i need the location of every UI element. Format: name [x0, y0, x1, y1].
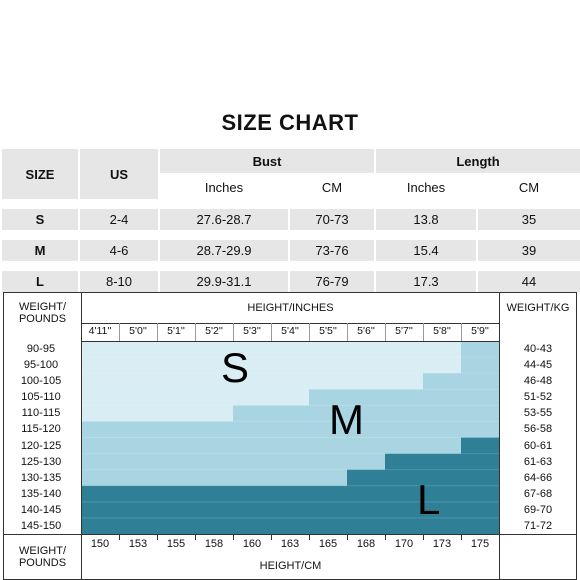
- weight-pounds-tick: 125-130: [20, 455, 62, 468]
- zone-label-l: L: [417, 476, 441, 523]
- weight-pounds-tick: 110-115: [21, 407, 61, 420]
- weight-pounds-tick: 90-95: [26, 343, 56, 355]
- weight-pounds-tick: 130-135: [20, 471, 62, 484]
- size-header: SIZE: [2, 149, 78, 199]
- zone-l: [81, 437, 499, 534]
- size-row-m: M 4-6 28.7-29.9 73-76 15.4 39: [2, 240, 580, 261]
- length-cm-cell: 39: [478, 240, 580, 261]
- length-inches-cell: 13.8: [376, 209, 477, 230]
- height-cm-tick: 163: [280, 538, 300, 550]
- height-cm-tick: 160: [242, 538, 262, 550]
- weight-pounds-tick: 95-100: [23, 359, 59, 372]
- weight-kg-label: WEIGHT/KG: [506, 302, 570, 314]
- height-cm-tick: 153: [128, 538, 148, 550]
- zone-label-s: S: [221, 344, 250, 391]
- height-weight-size-grid: WEIGHT/ POUNDS HEIGHT/INCHES WEIGHT/KG W…: [3, 292, 577, 580]
- height-inches-tick: 5'3'': [243, 325, 261, 337]
- height-inches-tick: 5'2'': [205, 325, 223, 337]
- height-inches-tick: 5'6'': [357, 325, 375, 337]
- bust-cm-cell: 70-73: [290, 209, 375, 230]
- height-inches-tick: 5'5'': [319, 325, 337, 337]
- weight-kg-tick: 60-61: [523, 439, 553, 452]
- bust-cm-header: CM: [290, 175, 375, 199]
- weight-kg-tick: 40-43: [523, 343, 553, 355]
- length-cm-cell: 44: [478, 271, 580, 292]
- height-inches-tick: 5'4'': [281, 325, 299, 337]
- weight-kg-tick: 46-48: [523, 375, 553, 388]
- weight-pounds-tick: 115-120: [21, 423, 61, 436]
- bust-inches-cell: 27.6-28.7: [160, 209, 288, 230]
- length-inches-header: Inches: [376, 175, 477, 199]
- weight-kg-tick: 56-58: [523, 423, 553, 436]
- weight-pounds-tick: 145-150: [20, 519, 62, 532]
- length-inches-cell: 15.4: [376, 240, 477, 261]
- size-measurement-table: SIZE US Bust Length Inches CM Inches CM …: [0, 147, 580, 294]
- length-header: Length: [376, 149, 580, 173]
- height-inches-tick: 4'11'': [88, 325, 112, 337]
- weight-kg-tick: 71-72: [523, 519, 553, 532]
- weight-pounds-tick: 140-145: [20, 503, 62, 516]
- height-inches-tick: 5'0'': [129, 325, 147, 337]
- weight-pounds-tick: 100-105: [20, 375, 62, 388]
- length-inches-cell: 17.3: [376, 271, 477, 292]
- weight-kg-tick: 61-63: [523, 455, 553, 468]
- height-cm-label: HEIGHT/CM: [259, 560, 322, 572]
- height-cm-tick: 165: [318, 538, 338, 550]
- size-row-s: S 2-4 27.6-28.7 70-73 13.8 35: [2, 209, 580, 230]
- height-inches-tick: 5'7'': [395, 325, 413, 337]
- height-cm-tick: 175: [470, 538, 490, 550]
- height-cm-tick: 170: [394, 538, 414, 550]
- bust-cm-cell: 73-76: [290, 240, 375, 261]
- bust-inches-cell: 28.7-29.9: [160, 240, 288, 261]
- height-inches-tick: 5'9'': [471, 325, 489, 337]
- size-cell: L: [2, 271, 78, 292]
- height-cm-tick: 155: [166, 538, 186, 550]
- weight-kg-tick: 67-68: [523, 487, 553, 500]
- bust-cm-cell: 76-79: [290, 271, 375, 292]
- weight-pounds-label-bottom: WEIGHT/ POUNDS: [18, 545, 67, 569]
- bust-header: Bust: [160, 149, 375, 173]
- height-cm-tick: 158: [204, 538, 224, 550]
- us-cell: 2-4: [80, 209, 158, 230]
- height-cm-tick: 168: [356, 538, 376, 550]
- size-cell: M: [2, 240, 78, 261]
- us-cell: 8-10: [80, 271, 158, 292]
- weight-pounds-tick: 105-110: [21, 391, 61, 404]
- weight-pounds-tick: 120-125: [20, 439, 62, 452]
- bust-inches-cell: 29.9-31.1: [160, 271, 288, 292]
- size-zones: [81, 341, 499, 534]
- height-inches-tick: 5'1'': [167, 325, 185, 337]
- length-cm-cell: 35: [478, 209, 580, 230]
- weight-pounds-tick: 135-140: [20, 487, 62, 500]
- weight-kg-tick: 69-70: [523, 503, 553, 516]
- weight-pounds-label: WEIGHT/ POUNDS: [18, 301, 67, 325]
- size-cell: S: [2, 209, 78, 230]
- weight-kg-tick: 53-55: [523, 407, 553, 420]
- weight-kg-tick: 51-52: [523, 391, 553, 404]
- height-inches-tick: 5'8'': [433, 325, 451, 337]
- zone-label-m: M: [329, 396, 364, 443]
- length-cm-header: CM: [478, 175, 580, 199]
- weight-kg-tick: 64-66: [523, 471, 553, 484]
- bust-inches-header: Inches: [160, 175, 288, 199]
- size-row-l: L 8-10 29.9-31.1 76-79 17.3 44: [2, 271, 580, 292]
- us-cell: 4-6: [80, 240, 158, 261]
- us-header: US: [80, 149, 158, 199]
- height-inches-label: HEIGHT/INCHES: [247, 302, 334, 314]
- size-chart-title: SIZE CHART: [221, 110, 359, 135]
- height-cm-tick: 173: [432, 538, 452, 550]
- weight-kg-tick: 44-45: [523, 359, 553, 372]
- height-cm-tick: 150: [90, 538, 110, 550]
